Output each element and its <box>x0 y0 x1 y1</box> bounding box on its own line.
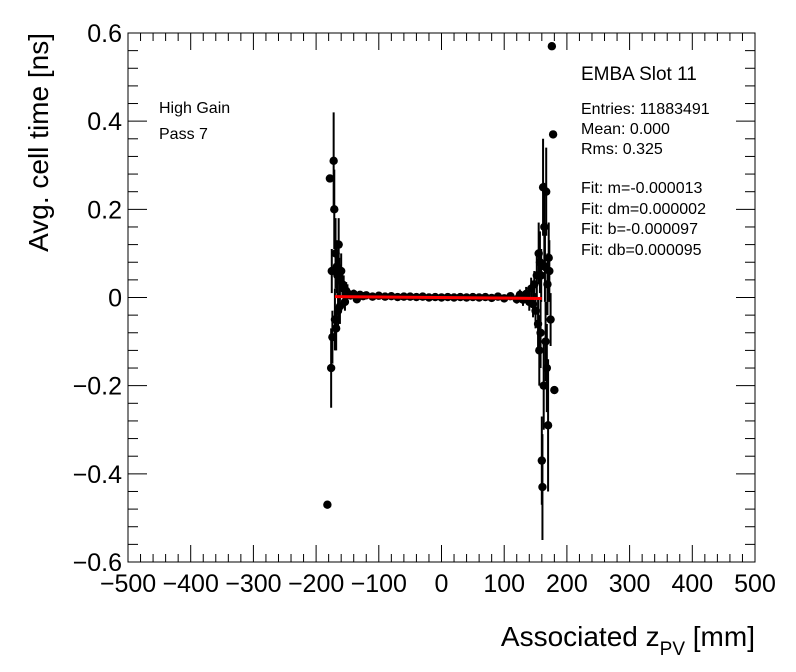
fit-b: Fit: b=-0.000097 <box>581 221 698 238</box>
x-tick-label: −500 <box>100 570 156 598</box>
stats-title: EMBA Slot 11 <box>581 64 697 85</box>
x-tick-label: −400 <box>163 570 219 598</box>
x-tick-label: 0 <box>435 570 449 598</box>
data-marker <box>546 315 555 324</box>
data-point <box>545 240 554 302</box>
data-marker <box>521 289 531 299</box>
x-tick-label: 300 <box>609 570 651 598</box>
data-point <box>547 42 557 51</box>
data-marker <box>542 187 551 196</box>
data-markers <box>323 42 559 540</box>
x-axis-title-sub: PV <box>660 639 686 660</box>
data-marker <box>334 240 343 249</box>
fit-db: Fit: db=0.000095 <box>581 242 702 259</box>
x-tick-label: −100 <box>351 570 407 598</box>
stats-entries: Entries: 11883491 <box>581 101 710 118</box>
axis-ticks: −500 −400 −300 −200 −100 0 100 200 300 400 500 −0.6… <box>73 20 776 598</box>
stats-rms: Rms: 0.325 <box>581 141 663 158</box>
data-marker <box>331 324 341 333</box>
data-marker <box>545 266 554 276</box>
data-marker <box>538 482 547 492</box>
data-point <box>538 434 547 540</box>
y-tick-label: 0.4 <box>87 108 122 136</box>
data-marker <box>539 381 548 390</box>
data-marker <box>540 222 549 232</box>
fit-line <box>334 295 542 300</box>
data-marker <box>330 205 339 214</box>
stats-mean: Mean: 0.000 <box>581 121 670 138</box>
y-axis-title: Avg. cell time [ns] <box>23 33 54 252</box>
data-marker <box>323 500 332 509</box>
data-marker <box>541 337 550 346</box>
data-marker <box>325 174 335 183</box>
data-marker <box>547 42 557 51</box>
x-tick-label: −300 <box>225 570 281 598</box>
data-marker <box>543 280 552 289</box>
data-point <box>548 130 558 139</box>
x-axis-title-main: Associated z <box>501 621 660 652</box>
data-marker <box>536 271 546 280</box>
y-tick-label: 0.2 <box>87 196 122 224</box>
data-marker <box>548 130 558 139</box>
x-tick-label: −200 <box>288 570 344 598</box>
x-tick-label: 400 <box>671 570 713 598</box>
data-point <box>550 385 559 395</box>
x-tick-label: 100 <box>483 570 525 598</box>
data-point <box>542 147 551 236</box>
y-tick-label: −0.4 <box>73 461 122 489</box>
x-tick-label: 200 <box>546 570 588 598</box>
data-marker <box>329 156 338 166</box>
data-marker <box>535 346 544 355</box>
data-marker <box>543 421 553 430</box>
data-point <box>330 169 339 250</box>
y-tick-label: −0.6 <box>73 549 122 577</box>
data-marker <box>542 363 552 373</box>
x-axis-title-unit: [mm] <box>685 621 755 652</box>
gain-label: High Gain <box>159 100 230 117</box>
x-axis-title: Associated zPV [mm] <box>501 621 755 660</box>
data-point <box>536 249 546 302</box>
x-tick-label: 500 <box>734 570 776 598</box>
data-point <box>539 341 548 430</box>
data-point <box>325 174 335 183</box>
y-tick-label: 0.6 <box>87 20 122 48</box>
fit-m: Fit: m=-0.000013 <box>581 180 703 197</box>
data-point <box>326 328 336 408</box>
data-point <box>543 359 553 492</box>
data-point <box>536 297 545 369</box>
data-point <box>323 500 332 509</box>
data-marker <box>550 385 559 395</box>
data-marker <box>536 328 545 337</box>
y-tick-label: −0.2 <box>73 373 122 401</box>
pass-label: Pass 7 <box>159 126 208 143</box>
fit-dm: Fit: dm=0.000002 <box>581 201 706 218</box>
y-tick-label: 0 <box>108 285 122 313</box>
data-marker <box>336 266 346 276</box>
data-point <box>546 293 555 346</box>
data-marker <box>326 363 336 373</box>
